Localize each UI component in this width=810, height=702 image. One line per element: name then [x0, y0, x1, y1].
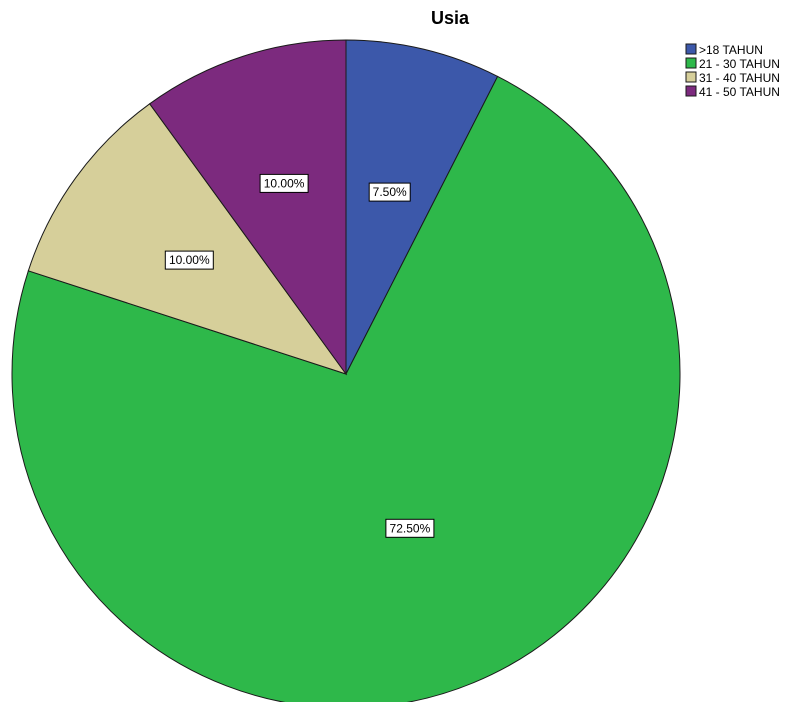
pie-data-labels: 7.50% 72.50% 10.00% 10.00% — [164, 173, 435, 538]
data-label-text-2: 72.50% — [390, 521, 431, 535]
data-label-3: 10.00% — [164, 250, 214, 270]
legend-item-4: 41 - 50 TAHUN — [685, 85, 780, 99]
legend-label-3: 31 - 40 TAHUN — [699, 71, 780, 85]
legend-swatch-3 — [685, 71, 697, 83]
data-label-box-1 — [368, 182, 411, 202]
data-label-box-4 — [259, 173, 309, 193]
data-label-box-2 — [385, 518, 435, 538]
chart-title: Usia — [431, 8, 470, 28]
data-label-4: 10.00% — [259, 173, 309, 193]
legend-label-2: 21 - 30 TAHUN — [699, 57, 780, 71]
legend-swatch-4 — [685, 85, 697, 97]
legend-item-2: 21 - 30 TAHUN — [685, 57, 780, 71]
data-label-text-3: 10.00% — [169, 253, 210, 267]
pie-slice-3 — [27, 103, 348, 375]
pie-slices — [11, 39, 681, 702]
legend-item-3: 31 - 40 TAHUN — [685, 71, 780, 85]
data-label-text-1: 7.50% — [373, 185, 407, 199]
pie-slice-1 — [345, 39, 499, 375]
data-label-2: 72.50% — [385, 518, 435, 538]
data-label-box-3 — [164, 250, 214, 270]
legend-label-1: >18 TAHUN — [699, 43, 763, 57]
data-label-text-4: 10.00% — [264, 176, 305, 190]
data-label-1: 7.50% — [368, 182, 411, 202]
pie-slice-4 — [148, 39, 347, 376]
legend-label-4: 41 - 50 TAHUN — [699, 85, 780, 99]
pie-slice-2 — [11, 75, 681, 702]
legend-swatch-2 — [685, 57, 697, 69]
legend-swatch-1 — [685, 43, 697, 55]
legend-item-1: >18 TAHUN — [685, 43, 763, 57]
